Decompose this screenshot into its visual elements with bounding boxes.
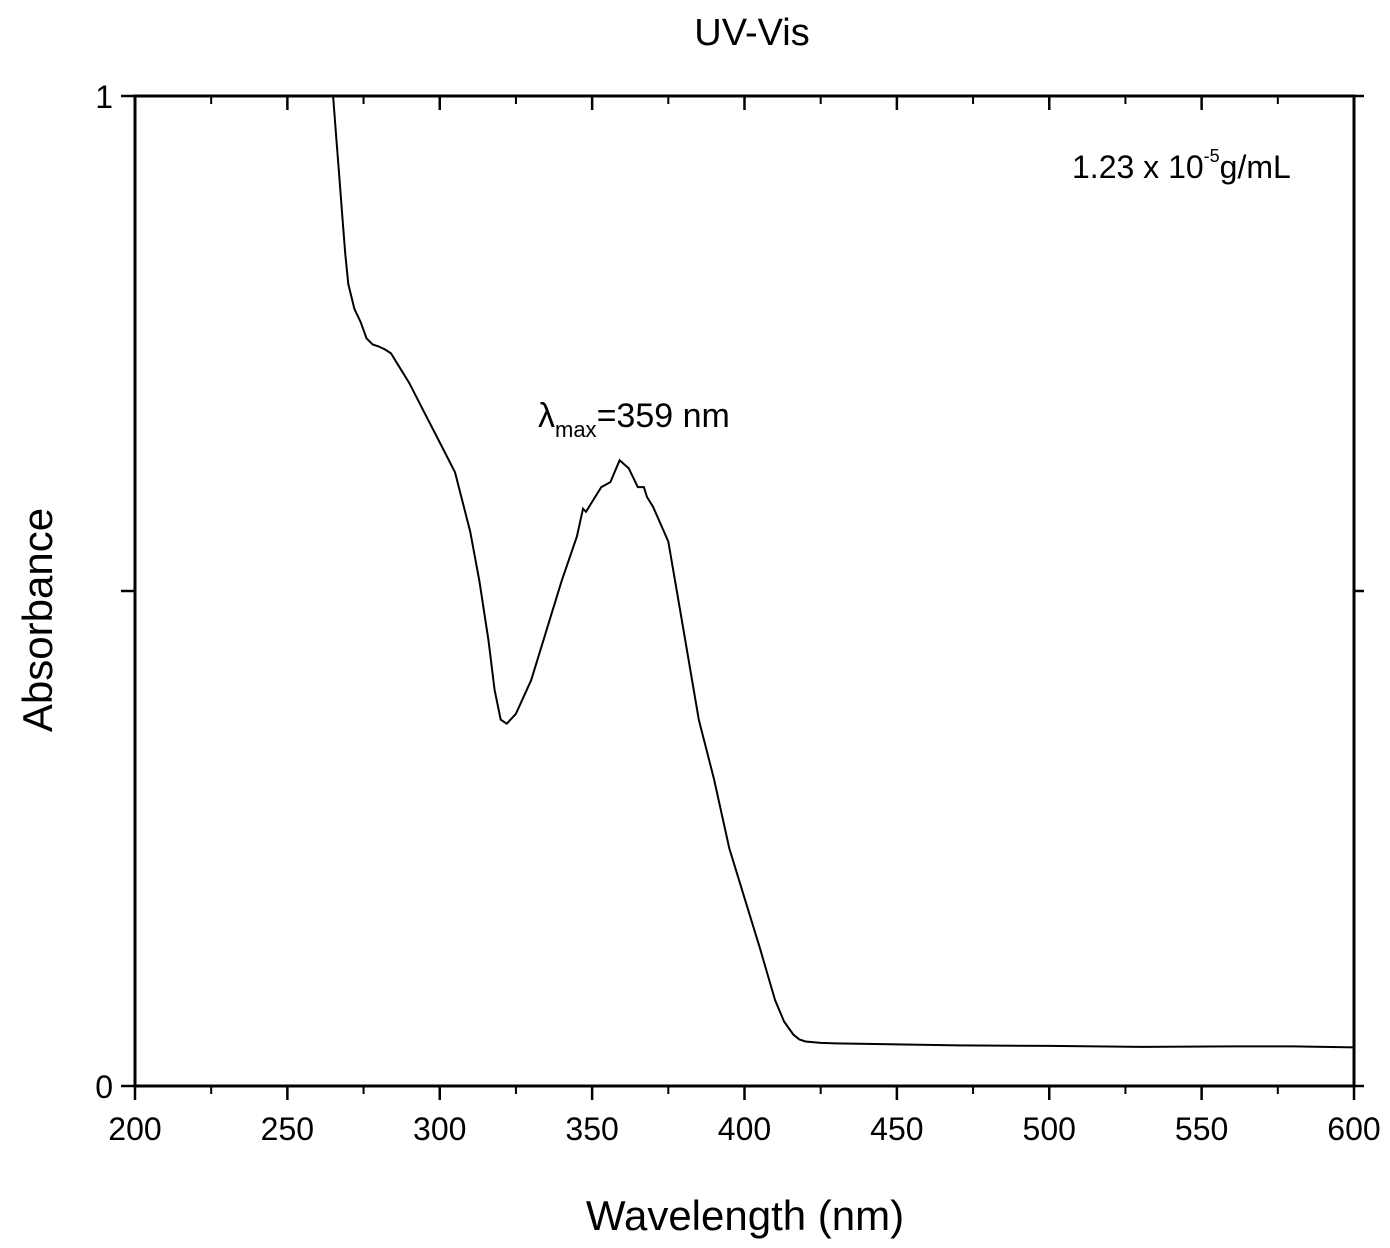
x-tick-label: 550 bbox=[1175, 1111, 1228, 1147]
y-axis-label: Absorbance bbox=[14, 508, 61, 732]
concentration-unit: g/mL bbox=[1220, 149, 1291, 185]
absorbance-series-line bbox=[332, 95, 1355, 1049]
x-axis: 200 250 300 350 400 450 500 550 600 bbox=[108, 96, 1381, 1147]
y-tick-label: 1 bbox=[95, 79, 113, 115]
plot-frame bbox=[133, 94, 1356, 1088]
peak-annotation: λmax=359 nm bbox=[538, 397, 730, 442]
plot-border bbox=[133, 94, 1356, 1088]
y-tick-label: 0 bbox=[95, 1069, 113, 1105]
concentration-annotation: 1.23 x 10-5g/mL bbox=[1072, 146, 1291, 185]
x-tick-label: 250 bbox=[261, 1111, 314, 1147]
lambda-subscript: max bbox=[555, 417, 597, 442]
x-tick-label: 500 bbox=[1023, 1111, 1076, 1147]
lambda-symbol: λ bbox=[538, 397, 555, 435]
concentration-base: 1.23 x 10 bbox=[1072, 149, 1204, 185]
x-tick-label: 350 bbox=[565, 1111, 618, 1147]
x-tick-label: 600 bbox=[1327, 1111, 1380, 1147]
peak-value: =359 nm bbox=[597, 397, 730, 435]
x-axis-label: Wavelength (nm) bbox=[586, 1192, 904, 1239]
x-tick-label: 300 bbox=[413, 1111, 466, 1147]
x-tick-label: 400 bbox=[718, 1111, 771, 1147]
y-axis: 01 bbox=[95, 79, 1364, 1105]
chart-title: UV-Vis bbox=[694, 12, 809, 54]
concentration-exponent: -5 bbox=[1204, 146, 1220, 166]
x-tick-label: 450 bbox=[870, 1111, 923, 1147]
x-tick-label: 200 bbox=[108, 1111, 161, 1147]
